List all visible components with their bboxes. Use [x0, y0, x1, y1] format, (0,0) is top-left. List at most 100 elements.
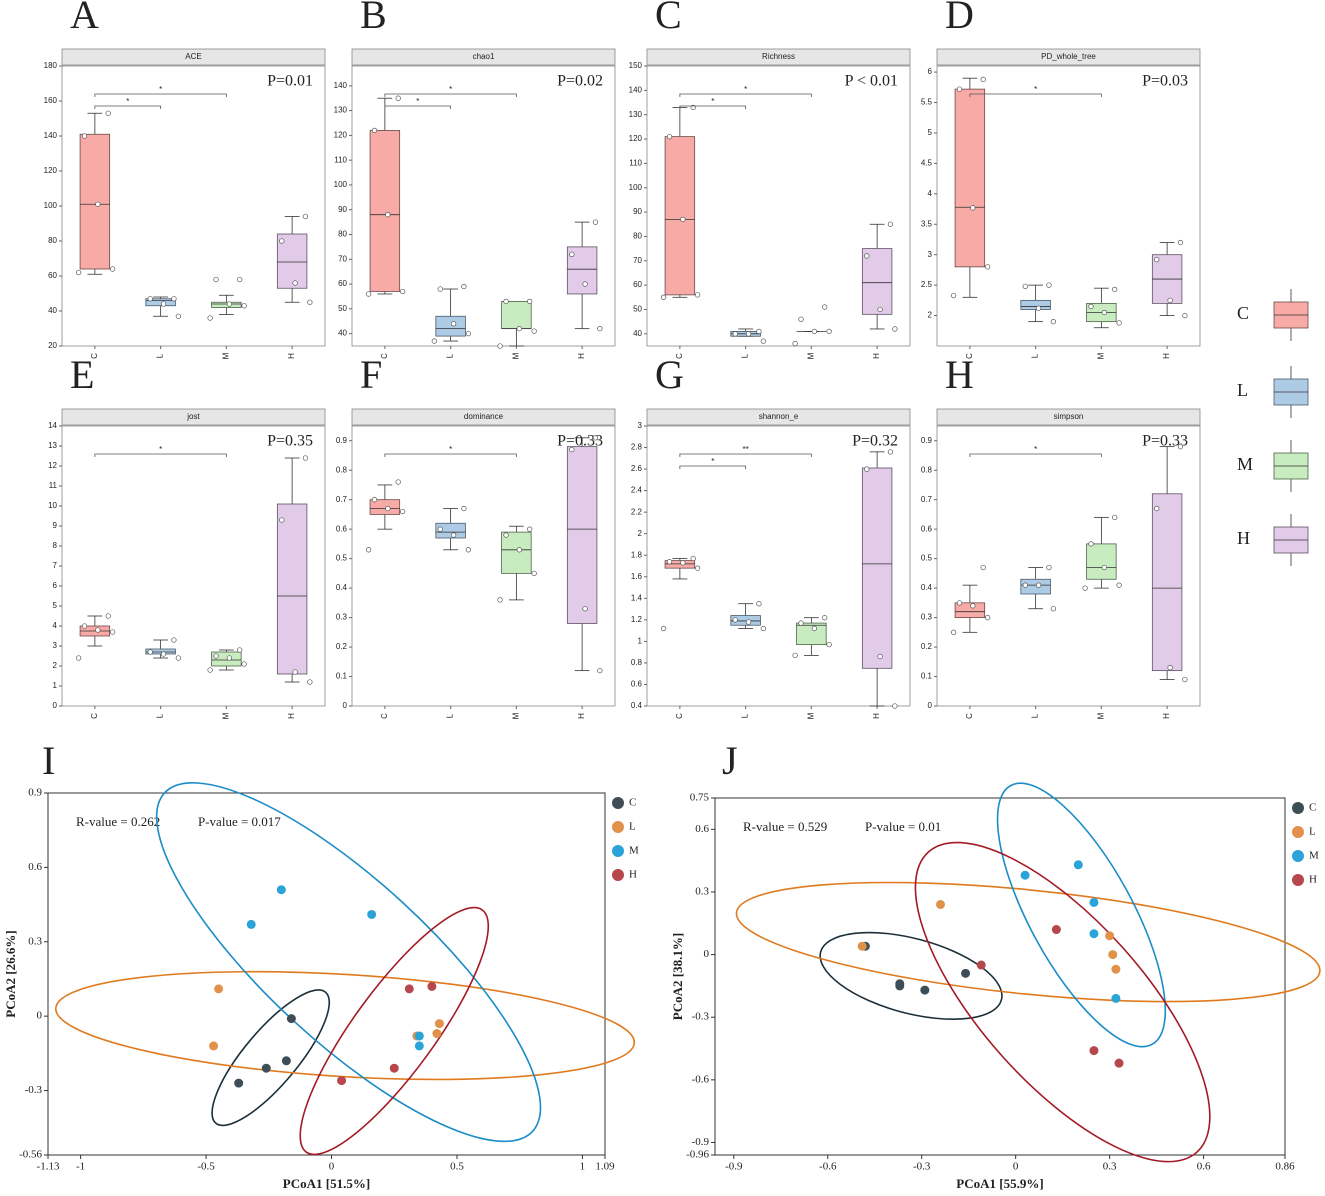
y-tick-label: 80 — [338, 230, 347, 239]
x-tick-label: C — [965, 713, 974, 719]
statistic: R-value = 0.529 — [743, 819, 827, 834]
data-point — [279, 517, 285, 523]
data-point — [760, 625, 767, 632]
data-point — [1051, 925, 1061, 935]
data-point — [1020, 870, 1030, 880]
data-point — [95, 627, 101, 633]
data-point — [427, 981, 437, 991]
y-tick-label: 1.6 — [631, 572, 643, 581]
data-point — [792, 340, 798, 347]
data-point — [516, 326, 522, 332]
x-tick-label: H — [872, 353, 881, 359]
significance-bracket — [384, 105, 452, 109]
box — [79, 133, 111, 270]
legend-marker — [1292, 850, 1304, 862]
plot-frame — [714, 797, 1286, 1156]
data-point — [935, 899, 945, 909]
y-tick-label: 4 — [53, 621, 58, 630]
data-point — [864, 253, 870, 259]
data-point — [292, 669, 298, 675]
data-point — [732, 617, 738, 623]
y-tick-label: 0.5 — [336, 554, 348, 563]
statistic: P-value = 0.017 — [198, 814, 281, 829]
data-point — [826, 328, 832, 335]
significance-bracket — [969, 453, 1102, 457]
data-point — [450, 321, 457, 327]
y-tick-label: 60 — [338, 279, 347, 288]
data-point — [365, 291, 372, 297]
significance-label: * — [449, 85, 452, 94]
y-tick-label: 5 — [928, 128, 933, 137]
y-tick-label: 100 — [334, 180, 348, 189]
box — [861, 248, 893, 315]
confidence-ellipse — [299, 906, 490, 1156]
x-tick-label: M — [511, 352, 520, 359]
box — [435, 522, 466, 539]
plot-frame — [47, 792, 606, 1156]
data-point — [281, 1056, 291, 1066]
data-point — [241, 661, 247, 667]
y-tick-label: 10 — [48, 501, 57, 510]
title-bar — [61, 48, 326, 66]
title-bar — [936, 408, 1201, 426]
title-bar — [646, 408, 911, 426]
data-point — [431, 338, 438, 344]
data-point — [950, 629, 957, 635]
data-point — [1116, 320, 1122, 326]
panel-letter: H — [945, 352, 974, 397]
data-point — [732, 331, 738, 337]
y-tick-label: 2.4 — [631, 486, 643, 495]
y-tick-label: 0.6 — [695, 823, 709, 835]
data-point — [822, 615, 828, 621]
y-tick-label: 90 — [338, 205, 347, 214]
data-point — [1114, 1058, 1124, 1068]
plot-frame — [351, 65, 616, 347]
y-tick-label: 12 — [48, 461, 57, 470]
y-tick-label: 7 — [53, 561, 58, 570]
y-tick-label: 0.1 — [921, 672, 933, 681]
data-point — [680, 216, 686, 223]
data-point — [531, 570, 537, 577]
data-point — [970, 205, 976, 211]
y-tick-label: 0.3 — [921, 613, 933, 622]
significance-label: * — [159, 85, 162, 94]
data-point — [465, 330, 472, 337]
data-point — [292, 280, 298, 286]
data-point — [261, 1063, 271, 1073]
box — [861, 467, 893, 669]
significance-label: ** — [743, 445, 749, 454]
y-tick-label: 0.9 — [28, 787, 42, 799]
data-point — [207, 315, 213, 321]
data-point — [385, 505, 391, 512]
y-tick-label: 2.5 — [921, 280, 933, 289]
y-tick-label: 5 — [53, 601, 58, 610]
data-point — [887, 449, 894, 455]
x-tick-label: H — [287, 353, 296, 359]
data-point — [367, 909, 377, 919]
data-point — [437, 526, 443, 532]
title-bar — [646, 48, 911, 66]
data-point — [826, 641, 832, 648]
significance-label: * — [744, 85, 747, 94]
y-tick-label: 80 — [633, 232, 642, 241]
legend-label: C — [1309, 802, 1316, 814]
y-tick-label: 0.75 — [690, 792, 710, 804]
box — [954, 88, 986, 268]
y-tick-label: 6 — [928, 67, 933, 76]
x-tick-label: 0.6 — [1197, 1161, 1211, 1173]
data-point — [1112, 286, 1118, 293]
y-tick-label: 3 — [638, 421, 643, 430]
data-point — [226, 301, 232, 307]
data-point — [822, 304, 828, 310]
y-tick-label: 0.8 — [921, 465, 933, 474]
data-point — [892, 703, 898, 709]
legend-label: L — [1237, 380, 1248, 400]
data-point — [1089, 897, 1099, 907]
data-point — [976, 960, 986, 970]
y-tick-label: 110 — [629, 159, 642, 168]
data-point — [950, 292, 957, 299]
x-tick-label: -0.6 — [819, 1161, 837, 1173]
data-point — [414, 1041, 424, 1051]
data-point — [95, 201, 101, 207]
